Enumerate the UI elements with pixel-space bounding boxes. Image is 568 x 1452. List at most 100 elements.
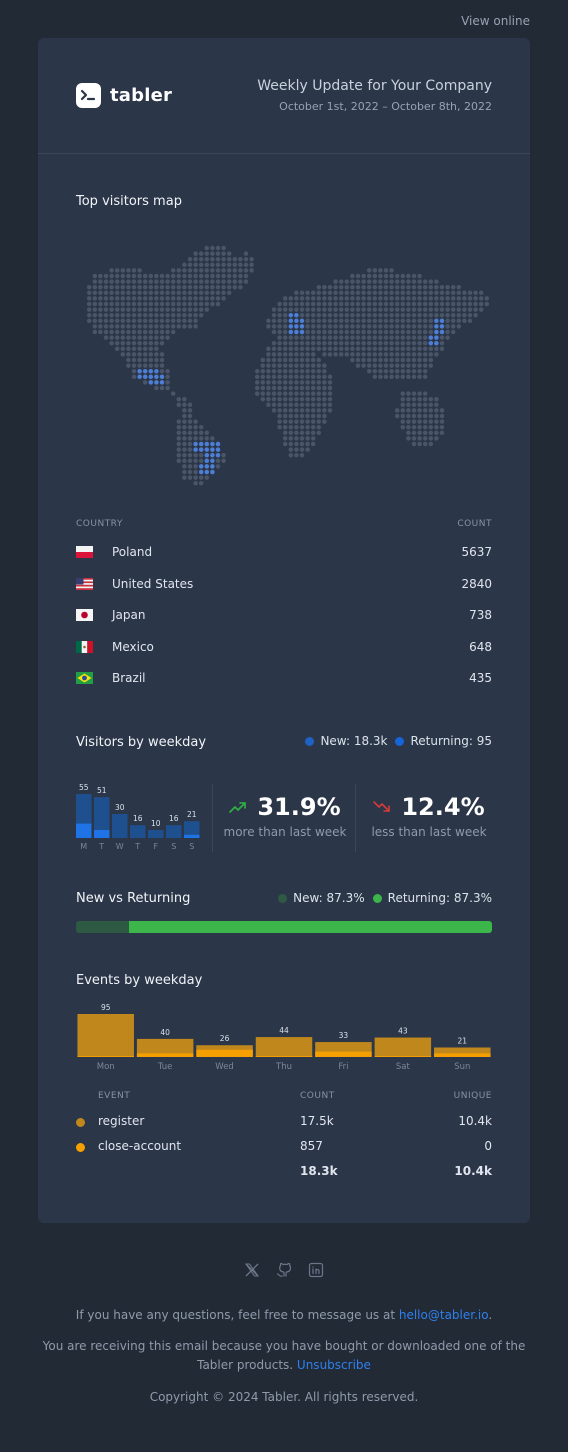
contact-email-link[interactable]: hello@tabler.io (398, 1308, 489, 1322)
map-dot (406, 424, 411, 430)
new-segment (76, 921, 129, 933)
country-name: Mexico (112, 640, 154, 654)
map-dot (299, 301, 305, 307)
map-dot (406, 363, 411, 368)
map-dot (182, 324, 187, 329)
map-dot (282, 324, 288, 329)
map-dot (428, 329, 434, 335)
view-online-link[interactable]: View online (461, 14, 530, 28)
poland-flag (76, 546, 93, 558)
map-dot (366, 352, 372, 357)
map-dot (394, 363, 400, 368)
bar-value-label: 55 (79, 783, 89, 792)
brand-name: tabler (110, 85, 173, 106)
map-dot (170, 329, 176, 335)
map-dot (126, 329, 131, 335)
map-dot (316, 324, 322, 329)
map-dot (187, 301, 193, 307)
map-dot (271, 402, 277, 408)
map-dot (182, 262, 187, 268)
map-dot (204, 284, 210, 290)
map-dot (400, 296, 406, 301)
map-dot (193, 480, 198, 486)
map-dot (406, 374, 411, 380)
map-dot (333, 335, 338, 340)
map-dot (406, 396, 411, 402)
x-twitter-icon[interactable] (244, 1262, 260, 1278)
map-dot (277, 324, 282, 329)
map-dot (327, 312, 333, 318)
map-dot (232, 256, 238, 262)
map-dot (361, 301, 366, 307)
map-dot (288, 374, 294, 380)
map-dot (282, 441, 288, 447)
map-dot (154, 385, 159, 391)
map-dot (282, 312, 288, 318)
map-dot (411, 441, 417, 447)
map-dot (165, 284, 170, 290)
map-dot (428, 424, 434, 430)
map-dot (350, 301, 355, 307)
brand-logo[interactable]: tabler (76, 83, 172, 108)
map-dot (394, 374, 400, 380)
country-name: Poland (112, 545, 153, 559)
day-tick-label: Fri (338, 1062, 348, 1072)
map-dot (400, 408, 406, 413)
map-dot (148, 363, 154, 368)
map-dot (400, 307, 406, 312)
map-dot (221, 256, 226, 262)
map-dot (411, 352, 417, 357)
map-dot (462, 290, 467, 296)
map-dot (417, 318, 422, 324)
map-dot (120, 290, 126, 296)
map-dot (428, 307, 434, 312)
map-dot (204, 307, 210, 312)
visitors-weekday-chart: 55 M 51 T 30 W 16 T 10 F 16 S 21 S (76, 783, 200, 851)
map-dot (411, 340, 417, 346)
map-dot (434, 296, 439, 301)
map-dot (176, 430, 182, 436)
map-dot (182, 296, 187, 301)
unsubscribe-link[interactable]: Unsubscribe (296, 1358, 371, 1372)
map-dot (282, 329, 288, 335)
map-dot (114, 279, 120, 284)
map-dot (361, 273, 366, 279)
github-icon[interactable] (276, 1262, 292, 1278)
map-dot (266, 380, 271, 385)
map-dot (198, 262, 204, 268)
map-dot (266, 391, 271, 396)
map-dot (417, 312, 422, 318)
map-dot (406, 408, 411, 413)
bar-value-label: 16 (133, 814, 143, 823)
map-dot (422, 279, 428, 284)
map-dot (333, 279, 338, 284)
map-dot (193, 273, 198, 279)
map-dot (422, 340, 428, 346)
report-card: tabler Weekly Update for Your Company Oc… (38, 38, 530, 1223)
map-dot (305, 324, 310, 329)
trending-up-icon (229, 802, 247, 813)
map-dot (193, 251, 198, 256)
map-dot (316, 301, 322, 307)
map-dot (366, 290, 372, 296)
map-dot (428, 296, 434, 301)
map-dot (154, 273, 159, 279)
map-dot (131, 352, 137, 357)
map-dot (187, 312, 193, 318)
map-dot (350, 312, 355, 318)
map-dot (210, 284, 215, 290)
map-dot (182, 424, 187, 430)
highlighted-map-dot (204, 452, 210, 458)
map-dot (316, 346, 322, 352)
map-dot (92, 307, 98, 312)
events-section-title: Events by weekday (76, 973, 203, 988)
total-count: 18.3k (300, 1164, 338, 1178)
map-dot (322, 318, 327, 324)
map-dot (417, 352, 422, 357)
brazil-flag (76, 672, 93, 684)
map-dot (210, 245, 215, 251)
map-dot (165, 296, 170, 301)
linkedin-icon[interactable] (308, 1262, 324, 1278)
map-dot (170, 279, 176, 284)
map-dot (310, 441, 316, 447)
